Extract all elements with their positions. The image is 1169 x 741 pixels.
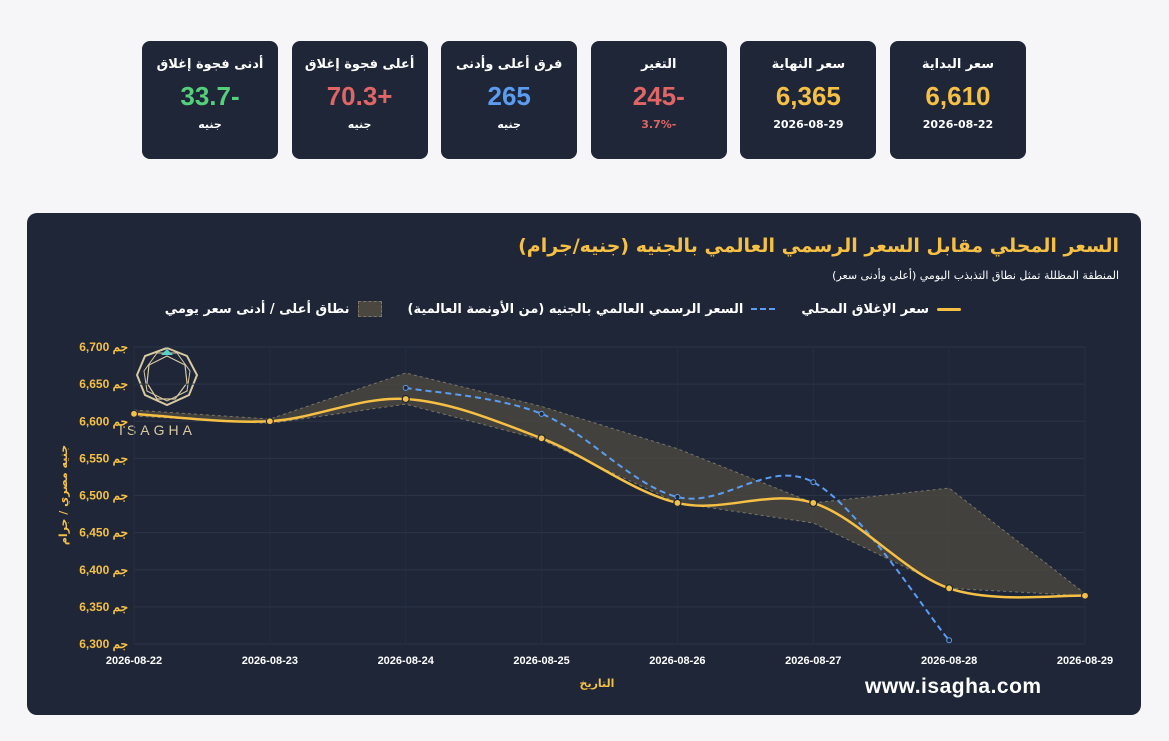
data-point-local[interactable] — [945, 584, 954, 593]
watermark-url: www.isagha.com — [865, 675, 1042, 698]
y-tick-label: جم 6,300 — [79, 637, 128, 652]
legend-item-band[interactable]: نطاق أعلى / أدنى سعر يومي — [165, 301, 382, 317]
data-point-global — [402, 384, 409, 391]
card-value: 33.7- — [180, 81, 240, 111]
chart-points — [129, 384, 1090, 644]
stat-card-end-price: سعر النهاية 6,365 2026-08-29 — [740, 41, 877, 159]
stat-card-max-gap: أعلى فجوة إغلاق 70.3+ جنيه — [291, 41, 428, 159]
stat-card-min-gap: أدنى فجوة إغلاق 33.7- جنيه — [142, 41, 278, 159]
y-axis-ticks: جم 6,700 جم 6,650 جم 6,600 جم 6,550 جم 6,500… — [79, 340, 128, 652]
data-point-local[interactable] — [673, 498, 682, 508]
x-tick-label: 2026-08-24 — [378, 655, 435, 667]
x-tick-label: 2026-08-28 — [921, 655, 977, 667]
card-label: سعر البداية — [921, 57, 995, 72]
series-line-local — [133, 397, 1086, 599]
data-point-local[interactable] — [537, 434, 546, 443]
card-label: التغير — [641, 57, 677, 72]
chart-lines — [133, 386, 1086, 641]
card-sub: جنيه — [198, 118, 222, 131]
legend-label: السعر الرسمي العالمي بالجنيه (من الأونصة… — [407, 301, 744, 317]
data-point-local[interactable] — [265, 417, 274, 426]
card-sub: 3.7%- — [641, 118, 677, 131]
card-value: 70.3+ — [326, 81, 393, 111]
y-tick-label: جم 6,400 — [79, 563, 128, 578]
y-tick-label: جم 6,450 — [79, 526, 128, 541]
data-point-global — [674, 493, 681, 500]
stat-cards: سعر البداية 6,610 2026-08-22 سعر النهاية… — [142, 41, 1026, 159]
y-tick-label: جم 6,550 — [79, 451, 128, 466]
legend-swatch-line — [937, 307, 961, 311]
data-point-global — [810, 479, 817, 486]
legend-item-global[interactable]: السعر الرسمي العالمي بالجنيه (من الأونصة… — [408, 301, 776, 317]
data-point-local[interactable] — [809, 498, 818, 508]
card-value: 6,365 — [775, 81, 841, 111]
stat-card-change: التغير 245- 3.7%- — [590, 41, 727, 159]
card-label: أعلى فجوة إغلاق — [304, 57, 415, 72]
y-tick-label: جم 6,350 — [79, 600, 128, 615]
band-area — [133, 372, 1086, 597]
chart-panel: السعر المحلي مقابل السعر الرسمي العالمي … — [27, 213, 1141, 715]
isagha-logo: ISAGHA — [119, 346, 199, 438]
x-axis-label: التاريخ — [580, 677, 615, 690]
card-value: 245- — [632, 81, 685, 111]
legend-label: نطاق أعلى / أدنى سعر يومي — [164, 301, 350, 317]
x-tick-label: 2026-08-26 — [649, 655, 705, 667]
x-tick-label: 2026-08-25 — [513, 655, 569, 667]
card-sub: 2026-08-29 — [773, 118, 844, 131]
x-tick-label: 2026-08-22 — [106, 655, 162, 667]
x-tick-label: 2026-08-29 — [1057, 655, 1113, 667]
stat-card-high-low-diff: فرق أعلى وأدنى 265 جنيه — [441, 41, 578, 159]
y-tick-label: جم 6,600 — [79, 414, 128, 429]
data-point-global — [538, 410, 545, 417]
logo-text: ISAGHA — [119, 422, 196, 438]
card-sub: جنيه — [347, 118, 372, 131]
card-value: 6,610 — [925, 81, 991, 111]
range-band — [133, 372, 1086, 597]
x-axis-ticks: 2026-08-22 2026-08-23 2026-08-24 2026-08-25… — [106, 655, 1113, 667]
card-sub: جنيه — [497, 118, 521, 131]
data-point-local[interactable] — [401, 394, 410, 404]
y-tick-label: جم 6,650 — [79, 377, 128, 392]
data-point-global — [946, 637, 953, 644]
y-tick-label: جم 6,700 — [79, 340, 128, 355]
x-tick-label: 2026-08-27 — [785, 655, 841, 667]
y-tick-label: جم 6,500 — [79, 489, 128, 504]
y-axis-label: جنيه مصري / جرام — [57, 445, 70, 545]
chart-title: السعر المحلي مقابل السعر الرسمي العالمي … — [518, 235, 1119, 257]
card-value: 265 — [487, 81, 531, 111]
card-label: سعر النهاية — [771, 57, 846, 72]
legend-item-local[interactable]: سعر الإغلاق المحلي — [801, 301, 961, 317]
card-sub: 2026-08-22 — [922, 118, 994, 131]
legend-swatch-band — [357, 301, 382, 317]
x-tick-label: 2026-08-23 — [242, 655, 298, 667]
card-label: فرق أعلى وأدنى — [456, 57, 563, 72]
data-point-local[interactable] — [1080, 591, 1090, 600]
chart-subtitle: المنطقة المظللة تمثل نطاق التذبذب اليومي… — [832, 269, 1119, 282]
stat-card-start-price: سعر البداية 6,610 2026-08-22 — [889, 41, 1026, 159]
chart-legend: سعر الإغلاق المحلي السعر الرسمي العالمي … — [165, 301, 961, 317]
legend-label: سعر الإغلاق المحلي — [801, 301, 929, 317]
data-point-local[interactable] — [129, 409, 139, 418]
card-label: أدنى فجوة إغلاق — [156, 57, 264, 72]
legend-swatch-dashed — [751, 308, 776, 310]
